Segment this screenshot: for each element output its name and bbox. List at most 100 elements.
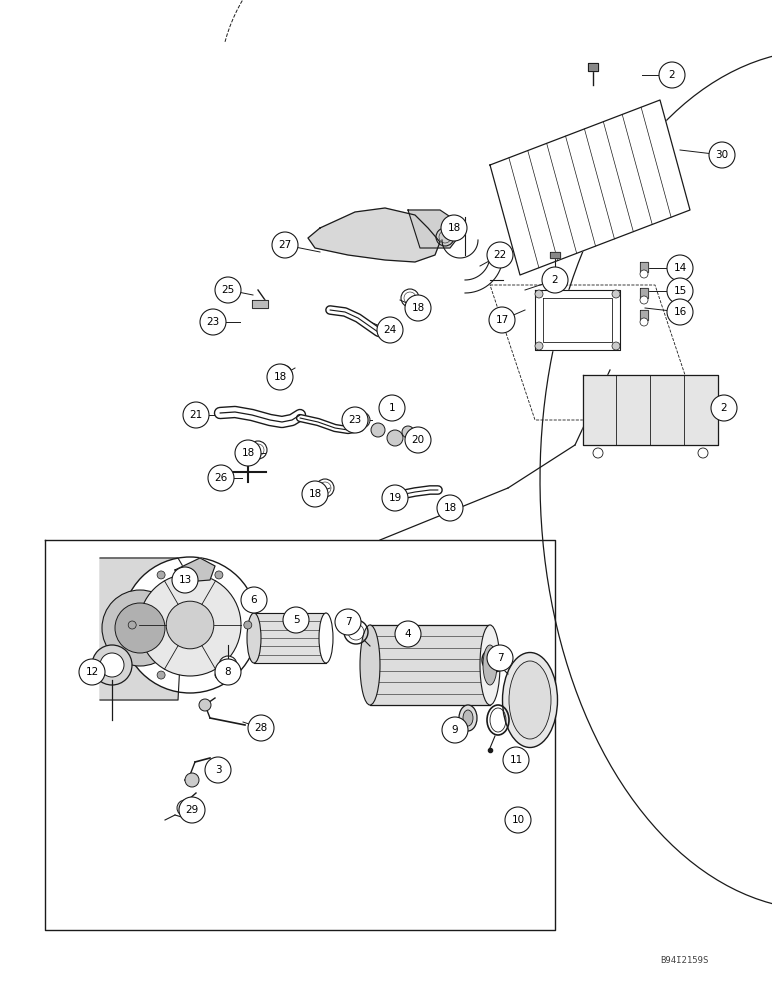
Circle shape xyxy=(379,395,405,421)
Circle shape xyxy=(179,797,205,823)
Polygon shape xyxy=(100,558,185,700)
Circle shape xyxy=(100,653,124,677)
Circle shape xyxy=(219,656,237,674)
Polygon shape xyxy=(588,63,598,71)
Circle shape xyxy=(593,448,603,458)
Circle shape xyxy=(441,215,467,241)
Circle shape xyxy=(128,621,136,629)
Text: 29: 29 xyxy=(185,805,198,815)
Circle shape xyxy=(505,807,531,833)
Text: 28: 28 xyxy=(255,723,268,733)
Circle shape xyxy=(199,699,211,711)
Polygon shape xyxy=(490,100,690,275)
Text: 19: 19 xyxy=(388,493,401,503)
Circle shape xyxy=(215,571,223,579)
Circle shape xyxy=(215,671,223,679)
Circle shape xyxy=(377,317,403,343)
Polygon shape xyxy=(252,300,268,308)
Circle shape xyxy=(667,299,693,325)
Polygon shape xyxy=(308,208,440,262)
Circle shape xyxy=(208,465,234,491)
Text: 5: 5 xyxy=(293,615,300,625)
Text: 14: 14 xyxy=(673,263,686,273)
Circle shape xyxy=(241,587,267,613)
Text: 2: 2 xyxy=(552,275,558,285)
Circle shape xyxy=(177,800,193,816)
Circle shape xyxy=(487,645,513,671)
Text: 18: 18 xyxy=(308,489,322,499)
Polygon shape xyxy=(550,252,560,258)
Circle shape xyxy=(640,318,648,326)
Circle shape xyxy=(437,495,463,521)
Text: 24: 24 xyxy=(384,325,397,335)
Circle shape xyxy=(244,621,252,629)
Circle shape xyxy=(235,440,261,466)
Circle shape xyxy=(248,715,274,741)
Text: 1: 1 xyxy=(388,403,395,413)
Ellipse shape xyxy=(319,613,333,663)
Circle shape xyxy=(139,574,241,676)
Circle shape xyxy=(215,277,241,303)
Circle shape xyxy=(267,364,293,390)
Circle shape xyxy=(371,423,385,437)
Ellipse shape xyxy=(360,625,380,705)
Text: 27: 27 xyxy=(279,240,292,250)
Circle shape xyxy=(382,485,408,511)
Polygon shape xyxy=(370,625,490,705)
Circle shape xyxy=(640,296,648,304)
Circle shape xyxy=(354,412,370,428)
Circle shape xyxy=(667,278,693,304)
Circle shape xyxy=(302,481,328,507)
Circle shape xyxy=(395,621,421,647)
Circle shape xyxy=(183,402,209,428)
Polygon shape xyxy=(640,288,648,298)
Polygon shape xyxy=(408,210,460,248)
Circle shape xyxy=(405,295,431,321)
Circle shape xyxy=(612,342,620,350)
Circle shape xyxy=(698,448,708,458)
Ellipse shape xyxy=(480,625,500,705)
Circle shape xyxy=(215,659,241,685)
Text: 25: 25 xyxy=(222,285,235,295)
Circle shape xyxy=(542,267,568,293)
Circle shape xyxy=(442,717,468,743)
Circle shape xyxy=(115,603,165,653)
Circle shape xyxy=(711,395,737,421)
Circle shape xyxy=(667,255,693,281)
Ellipse shape xyxy=(509,661,551,739)
Circle shape xyxy=(489,307,515,333)
Text: 8: 8 xyxy=(225,667,232,677)
Text: 11: 11 xyxy=(510,755,523,765)
Text: 3: 3 xyxy=(215,765,222,775)
Ellipse shape xyxy=(247,613,261,663)
Text: 6: 6 xyxy=(251,595,257,605)
Circle shape xyxy=(387,430,403,446)
Circle shape xyxy=(640,270,648,278)
Circle shape xyxy=(283,607,309,633)
Text: 23: 23 xyxy=(348,415,361,425)
Polygon shape xyxy=(640,262,648,272)
Circle shape xyxy=(157,671,165,679)
Ellipse shape xyxy=(483,645,497,685)
Text: 13: 13 xyxy=(178,575,191,585)
Circle shape xyxy=(402,426,414,438)
Text: 22: 22 xyxy=(493,250,506,260)
Text: 7: 7 xyxy=(344,617,351,627)
Ellipse shape xyxy=(459,705,477,731)
Circle shape xyxy=(342,407,368,433)
Text: 30: 30 xyxy=(716,150,729,160)
Text: 10: 10 xyxy=(511,815,524,825)
Text: 21: 21 xyxy=(189,410,202,420)
Text: 9: 9 xyxy=(452,725,459,735)
Text: 16: 16 xyxy=(673,307,686,317)
Circle shape xyxy=(157,571,165,579)
Text: 18: 18 xyxy=(443,503,456,513)
Circle shape xyxy=(272,232,298,258)
Polygon shape xyxy=(175,558,215,582)
Circle shape xyxy=(535,290,543,298)
Text: 18: 18 xyxy=(273,372,286,382)
Circle shape xyxy=(92,645,132,685)
Circle shape xyxy=(102,590,178,666)
Text: 26: 26 xyxy=(215,473,228,483)
Circle shape xyxy=(535,342,543,350)
